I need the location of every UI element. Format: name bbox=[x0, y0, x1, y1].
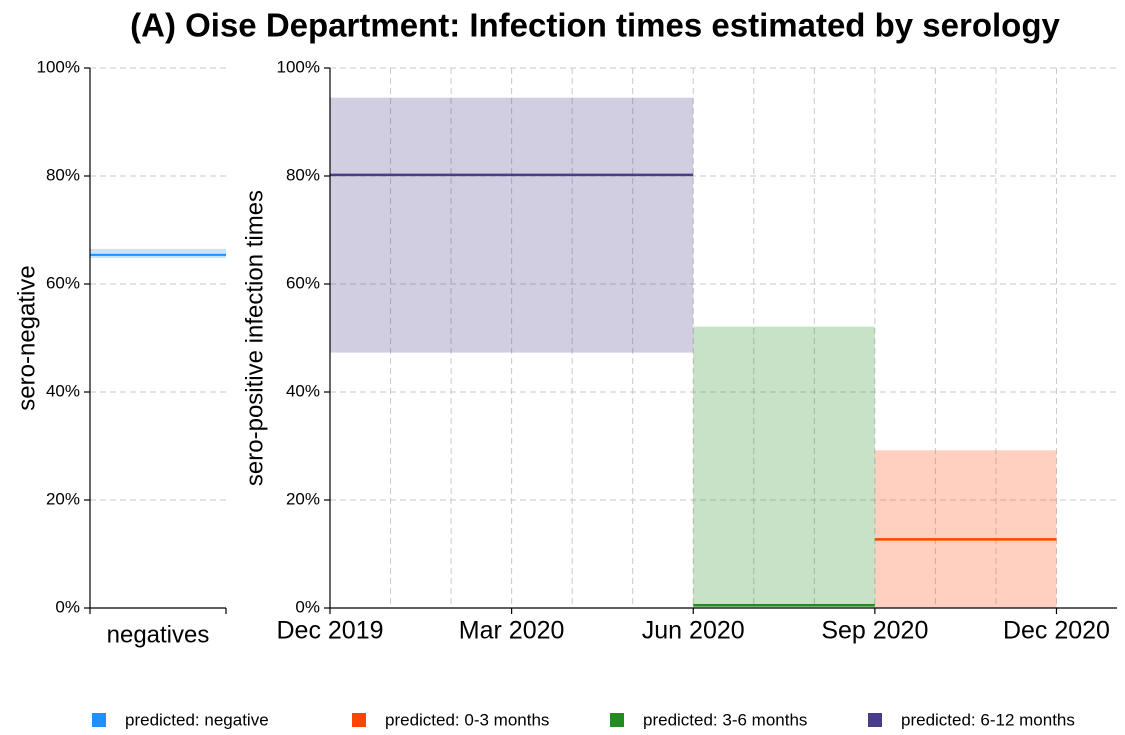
ci-band bbox=[330, 97, 694, 353]
legend-swatch bbox=[610, 713, 624, 727]
y-tick-label: 100% bbox=[37, 57, 80, 76]
y-tick-label: 100% bbox=[277, 57, 320, 76]
legend-label: predicted: negative bbox=[125, 710, 269, 729]
y-axis-label: sero-negative bbox=[13, 265, 40, 410]
y-tick-label: 20% bbox=[46, 489, 80, 508]
y-tick-label: 80% bbox=[46, 165, 80, 184]
x-tick-label: Mar 2020 bbox=[459, 617, 565, 645]
y-tick-label: 60% bbox=[46, 273, 80, 292]
y-tick-label: 20% bbox=[286, 489, 320, 508]
legend-label: predicted: 3-6 months bbox=[643, 710, 807, 729]
legend-swatch bbox=[352, 713, 366, 727]
legend-label: predicted: 0-3 months bbox=[385, 710, 549, 729]
x-tick-label: Dec 2020 bbox=[1003, 617, 1110, 645]
x-tick-label: Sep 2020 bbox=[821, 617, 928, 645]
ci-band bbox=[874, 450, 1057, 608]
y-axis-label: sero-positive infection times bbox=[241, 190, 268, 486]
legend-swatch bbox=[92, 713, 106, 727]
y-tick-label: 0% bbox=[55, 597, 80, 616]
chart-title: (A) Oise Department: Infection times est… bbox=[130, 7, 1060, 44]
y-tick-label: 80% bbox=[286, 165, 320, 184]
x-tick-label: negatives bbox=[107, 621, 210, 648]
y-tick-label: 0% bbox=[295, 597, 320, 616]
y-tick-label: 40% bbox=[286, 381, 320, 400]
y-tick-label: 40% bbox=[46, 381, 80, 400]
y-tick-label: 60% bbox=[286, 273, 320, 292]
x-tick-label: Jun 2020 bbox=[642, 617, 745, 645]
legend-label: predicted: 6-12 months bbox=[901, 710, 1075, 729]
ci-band bbox=[90, 248, 226, 259]
legend-swatch bbox=[868, 713, 882, 727]
x-tick-label: Dec 2019 bbox=[276, 617, 383, 645]
ci-band bbox=[693, 326, 875, 608]
